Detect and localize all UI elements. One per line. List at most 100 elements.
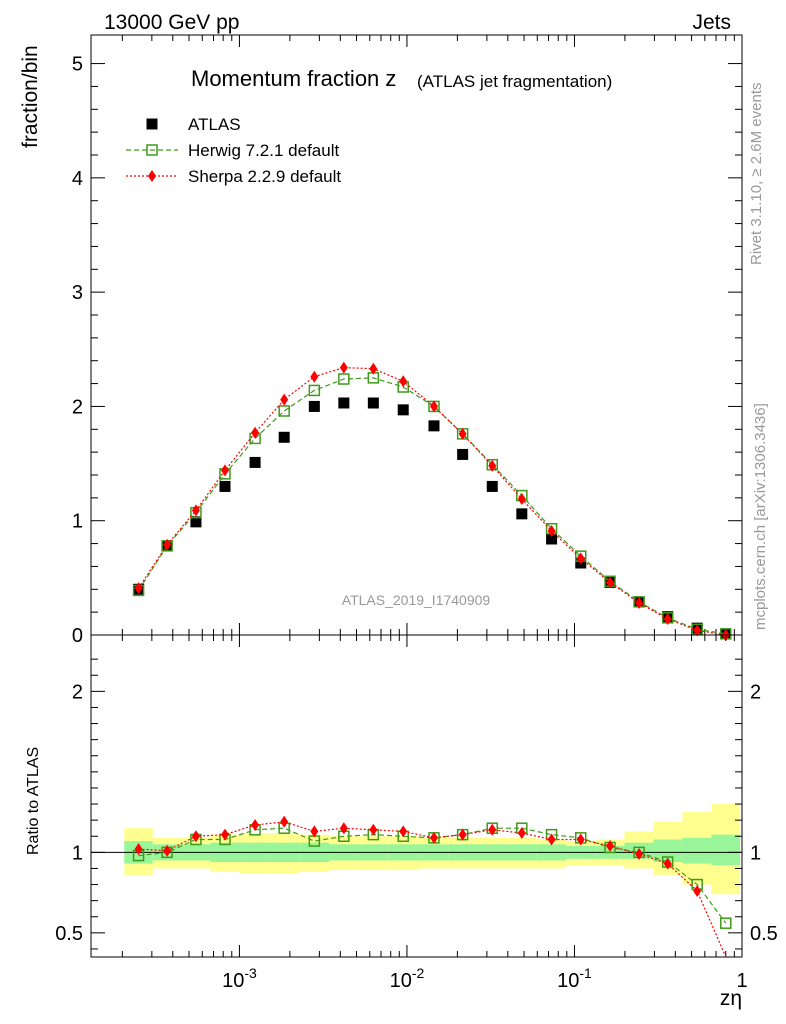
main-title: Momentum fraction z — [191, 66, 396, 91]
data-point — [249, 456, 261, 468]
rivet-label: Rivet 3.1.10, ≥ 2.6M events — [748, 83, 765, 266]
ratio-data-point — [458, 828, 467, 841]
ratio-data-point — [339, 822, 348, 835]
legend-label: ATLAS — [188, 115, 241, 134]
main-title-suffix: (ATLAS jet fragmentation) — [417, 72, 612, 91]
data-point — [308, 384, 321, 397]
x-tick-label: 1 — [736, 970, 747, 992]
inner-uncertainty-band — [711, 834, 741, 866]
data-point — [576, 552, 585, 565]
data-point — [547, 525, 556, 537]
series-line — [138, 377, 726, 635]
legend-label: Sherpa 2.2.9 default — [188, 167, 341, 186]
y-tick-label: 1 — [72, 511, 83, 533]
x-tick-label: 10-1 — [557, 965, 592, 992]
legend-marker — [146, 144, 158, 156]
legend: ATLAS Herwig 7.2.1 default Sherpa 2.2.9 de… — [126, 115, 341, 186]
data-point — [457, 448, 469, 460]
ratio-y-axis-title: Ratio to ATLAS — [25, 747, 42, 855]
data-point — [486, 480, 498, 492]
y-tick-label: 0 — [72, 625, 83, 647]
data-point — [219, 480, 231, 492]
ratio-data-point — [369, 823, 378, 836]
ratio-data-point — [635, 847, 644, 860]
data-point — [663, 613, 672, 625]
y-tick-label: 4 — [72, 168, 83, 190]
ratio-data-point — [280, 815, 289, 828]
data-point — [488, 459, 497, 472]
ratio-y-tick-label: 0.5 — [55, 923, 83, 945]
ratio-data-point — [220, 828, 229, 841]
data-point — [280, 393, 289, 406]
y-axis-title: fraction/bin — [19, 45, 42, 148]
main-plot-panel: 0 1 2 3 4 5 Momentum fraction z (ATLAS jet fr… — [19, 34, 743, 647]
ratio-y-tick-label-right: 2 — [750, 681, 761, 703]
data-point — [429, 400, 438, 413]
ratio-data-point — [693, 884, 702, 897]
mcplots-label: mcplots.cern.ch [arXiv:1306.3436] — [752, 403, 769, 630]
data-point — [606, 576, 615, 589]
data-point — [163, 538, 172, 551]
ratio-data-point — [720, 917, 732, 929]
data-point — [517, 493, 526, 505]
inner-uncertainty-band — [682, 837, 712, 864]
data-point — [134, 582, 143, 595]
ratio-data-point — [163, 844, 172, 857]
data-point — [251, 426, 260, 439]
x-tick-label: 10-2 — [390, 965, 425, 992]
data-point — [458, 427, 467, 440]
ratio-y-tick-label: 2 — [72, 681, 83, 703]
data-point — [308, 400, 320, 412]
ratio-plot-panel: 10-3 10-2 10-1 1 0.5 0.5 1 1 2 2 Ratio to ATLAS z… — [25, 634, 778, 1010]
ratio-data-point — [310, 825, 319, 838]
energy-label: 13000 GeV pp — [104, 11, 239, 34]
data-point — [367, 397, 379, 409]
ratio-data-point — [488, 823, 497, 836]
ratio-data-point — [517, 827, 526, 840]
data-point — [190, 516, 202, 528]
y-tick-label: 5 — [72, 54, 83, 76]
data-point — [428, 420, 440, 432]
legend-label: Herwig 7.2.1 default — [188, 141, 339, 160]
data-point — [397, 404, 409, 416]
data-point — [278, 431, 290, 443]
ratio-y-tick-label-right: 1 — [750, 842, 761, 864]
data-point — [310, 370, 319, 383]
data-point — [635, 597, 644, 609]
inner-uncertainty-band — [653, 839, 683, 863]
ratio-data-point — [606, 839, 615, 852]
ratio-series-line — [138, 821, 727, 958]
ratio-y-tick-label: 1 — [72, 842, 83, 864]
data-point — [369, 362, 378, 375]
data-point — [338, 397, 350, 409]
data-point — [278, 405, 290, 417]
ratio-y-tick-label-right: 0.5 — [750, 923, 778, 945]
data-point — [220, 464, 229, 477]
data-point — [338, 373, 350, 385]
x-tick-label: 10-3 — [222, 965, 257, 992]
data-point — [339, 361, 348, 374]
ratio-data-point — [251, 818, 260, 831]
ratio-frame — [90, 634, 743, 958]
data-point — [516, 508, 528, 520]
ratio-data-point — [399, 825, 408, 838]
ratio-data-point — [663, 857, 672, 870]
data-point — [399, 375, 408, 388]
category-label: Jets — [692, 11, 731, 34]
legend-marker — [148, 170, 156, 182]
ratio-data-point — [134, 843, 143, 856]
ratio-data-point — [576, 833, 585, 846]
ratio-data-point — [429, 831, 438, 844]
ratio-data-point — [547, 833, 556, 846]
data-point — [546, 533, 558, 545]
y-tick-label: 2 — [72, 396, 83, 418]
data-point — [693, 624, 702, 637]
data-point — [191, 504, 200, 517]
y-tick-label: 3 — [72, 282, 83, 304]
ratio-series-line — [138, 827, 727, 924]
watermark: ATLAS_2019_I1740909 — [342, 592, 491, 608]
x-axis-title: zη — [720, 987, 742, 1010]
legend-marker — [146, 118, 158, 130]
ratio-data-point — [191, 830, 200, 843]
